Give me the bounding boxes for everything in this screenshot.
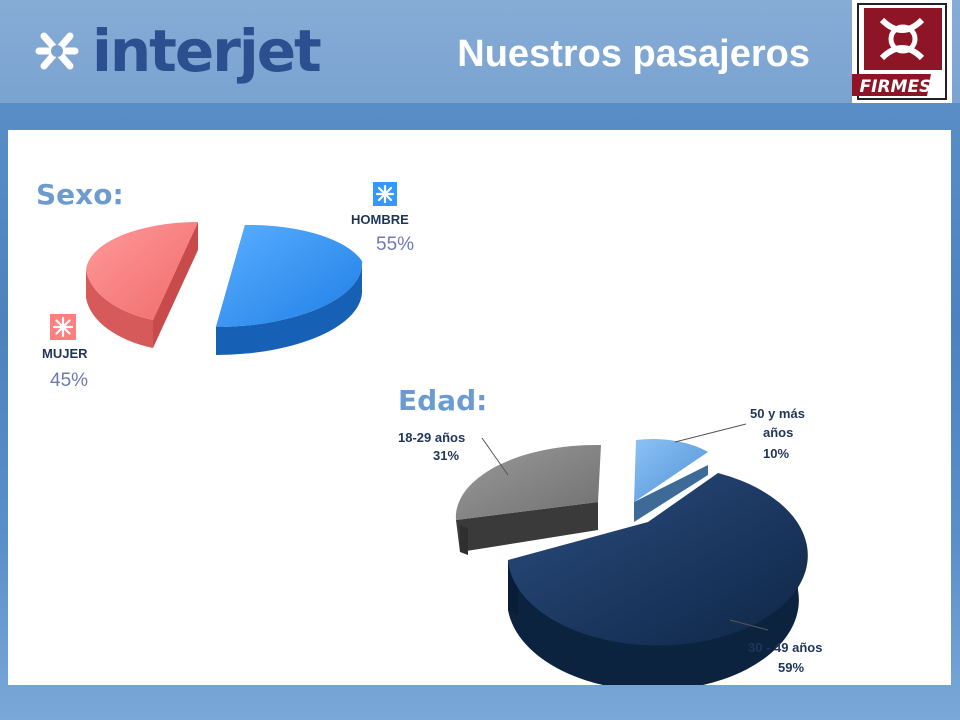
asterisk-logo-icon	[35, 32, 79, 70]
age-18-29-label: 18-29 años	[398, 430, 465, 445]
age-50-plus-label-line2: años	[763, 425, 793, 440]
age-50-plus-value: 10%	[763, 446, 789, 461]
brand-logo: interjet	[92, 17, 322, 85]
edad-slice-30-49	[508, 473, 808, 685]
sexo-title: Sexo:	[36, 178, 124, 211]
age-50-plus-label-line1: 50 y más	[750, 406, 805, 421]
header-bar: interjet Nuestros pasajeros FIRMESA	[0, 0, 960, 103]
content-panel: Sexo: HOMBRE 55%	[8, 130, 951, 685]
sexo-slice-hombre	[216, 224, 363, 355]
firmesa-logo-text: FIRMESA	[860, 77, 945, 97]
page-title: Nuestros pasajeros	[457, 33, 810, 75]
hombre-label: HOMBRE	[351, 212, 409, 227]
charts-canvas: Sexo: HOMBRE 55%	[36, 178, 822, 685]
snowflake-icon	[50, 314, 76, 340]
snowflake-icon	[373, 182, 397, 206]
firmesa-logo: FIRMESA	[852, 0, 952, 103]
age-30-49-value: 59%	[778, 660, 804, 675]
sexo-slice-mujer	[86, 221, 198, 348]
leader-line-18-29	[481, 437, 509, 476]
age-30-49-label: 30 - 49 años	[748, 640, 822, 655]
edad-slice-50-plus	[634, 439, 708, 522]
mujer-label: MUJER	[42, 346, 88, 361]
leader-line-50-plus	[674, 423, 747, 443]
age-18-29-value: 31%	[433, 448, 459, 463]
edad-title: Edad:	[398, 384, 487, 417]
hombre-value: 55%	[376, 234, 414, 255]
sexo-pie	[86, 221, 363, 355]
leader-line-30-49	[729, 619, 769, 631]
mujer-value: 45%	[50, 370, 88, 391]
edad-pie	[455, 439, 808, 685]
edad-slice-18-29	[455, 444, 601, 555]
